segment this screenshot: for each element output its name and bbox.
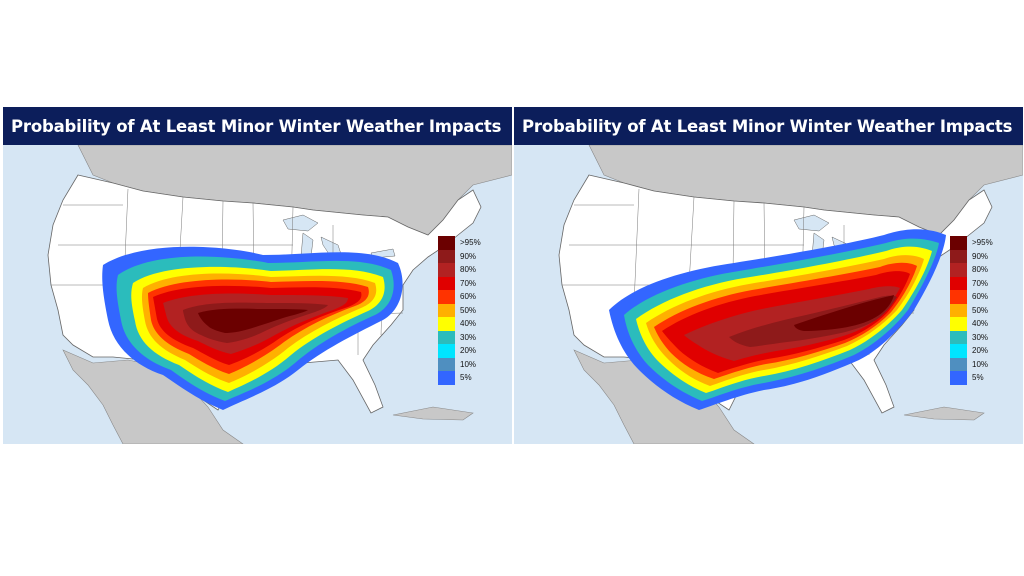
legend-label: 20% [460, 346, 477, 356]
legend-swatch [438, 344, 455, 358]
legend-label: 40% [972, 319, 989, 329]
legend-label: 30% [460, 332, 477, 342]
map-title: Probability of At Least Minor Winter Wea… [11, 116, 502, 136]
map-panel-left: Probability of At Least Minor Winter Wea… [3, 107, 512, 444]
legend-label: 40% [460, 319, 477, 329]
legend-label: 10% [972, 359, 989, 369]
legend-entry: 40% [950, 317, 993, 331]
mexico-landmass [62, 349, 244, 444]
cuba-landmass [903, 406, 985, 421]
legend-swatch [950, 317, 967, 331]
legend-entry: 20% [950, 344, 993, 358]
legend-swatch [438, 330, 455, 344]
legend-label: 80% [972, 265, 989, 275]
legend-label: 80% [460, 265, 477, 275]
map-title: Probability of At Least Minor Winter Wea… [522, 116, 1013, 136]
legend-entry: 90% [438, 249, 481, 263]
legend-label: 70% [972, 278, 989, 288]
legend-entry: 60% [438, 290, 481, 304]
legend-swatch [438, 303, 455, 317]
legend-swatch [950, 357, 967, 371]
legend-entry: 40% [438, 317, 481, 331]
legend-swatch [438, 357, 455, 371]
legend-label: 90% [460, 251, 477, 261]
legend-label: 60% [972, 292, 989, 302]
legend-swatch [950, 371, 967, 385]
legend-label: 5% [460, 373, 472, 383]
legend-entry: 30% [950, 330, 993, 344]
legend-swatch [438, 371, 455, 385]
legend-swatch [438, 236, 455, 250]
legend-entry: 70% [950, 276, 993, 290]
legend-swatch [438, 290, 455, 304]
probability-shading [609, 229, 946, 410]
legend-entry: 50% [950, 303, 993, 317]
legend-label: 70% [460, 278, 477, 288]
legend-entry: >95% [950, 236, 993, 250]
probability-map [558, 145, 1023, 444]
legend-swatch [438, 263, 455, 277]
legend-entry: 70% [438, 276, 481, 290]
legend-label: 60% [460, 292, 477, 302]
legend-entry: 10% [438, 357, 481, 371]
legend-label: >95% [460, 238, 481, 248]
legend-entry: 60% [950, 290, 993, 304]
legend-label: >95% [972, 238, 993, 248]
legend-entry: 20% [438, 344, 481, 358]
legend-label: 20% [972, 346, 989, 356]
probability-shading [102, 246, 403, 410]
legend-entry: 30% [438, 330, 481, 344]
legend-entry: >95% [438, 236, 481, 250]
probability-legend: >95% 90% 80% 70% 60% 50% 40% 30% 20% 10%… [438, 236, 481, 385]
legend-swatch [950, 303, 967, 317]
legend-swatch [950, 290, 967, 304]
legend-label: 50% [972, 305, 989, 315]
cuba-landmass [392, 406, 474, 421]
map-title-bar: Probability of At Least Minor Winter Wea… [3, 107, 512, 145]
legend-swatch [950, 236, 967, 250]
legend-label: 50% [460, 305, 477, 315]
legend-swatch [438, 249, 455, 263]
legend-entry: 80% [438, 263, 481, 277]
legend-swatch [950, 276, 967, 290]
map-panel-right: Probability of At Least Minor Winter Wea… [514, 107, 1023, 444]
legend-swatch [438, 317, 455, 331]
legend-label: 5% [972, 373, 984, 383]
legend-entry: 5% [950, 371, 993, 385]
legend-label: 10% [460, 359, 477, 369]
legend-swatch [950, 330, 967, 344]
probability-legend: >95% 90% 80% 70% 60% 50% 40% 30% 20% 10%… [950, 236, 993, 385]
legend-swatch [950, 249, 967, 263]
legend-swatch [438, 276, 455, 290]
legend-label: 30% [972, 332, 989, 342]
legend-entry: 10% [950, 357, 993, 371]
legend-label: 90% [972, 251, 989, 261]
legend-swatch [950, 344, 967, 358]
legend-swatch [950, 263, 967, 277]
legend-entry: 80% [950, 263, 993, 277]
legend-entry: 90% [950, 249, 993, 263]
map-title-bar: Probability of At Least Minor Winter Wea… [514, 107, 1023, 145]
legend-entry: 50% [438, 303, 481, 317]
legend-entry: 5% [438, 371, 481, 385]
probability-map [47, 145, 512, 444]
